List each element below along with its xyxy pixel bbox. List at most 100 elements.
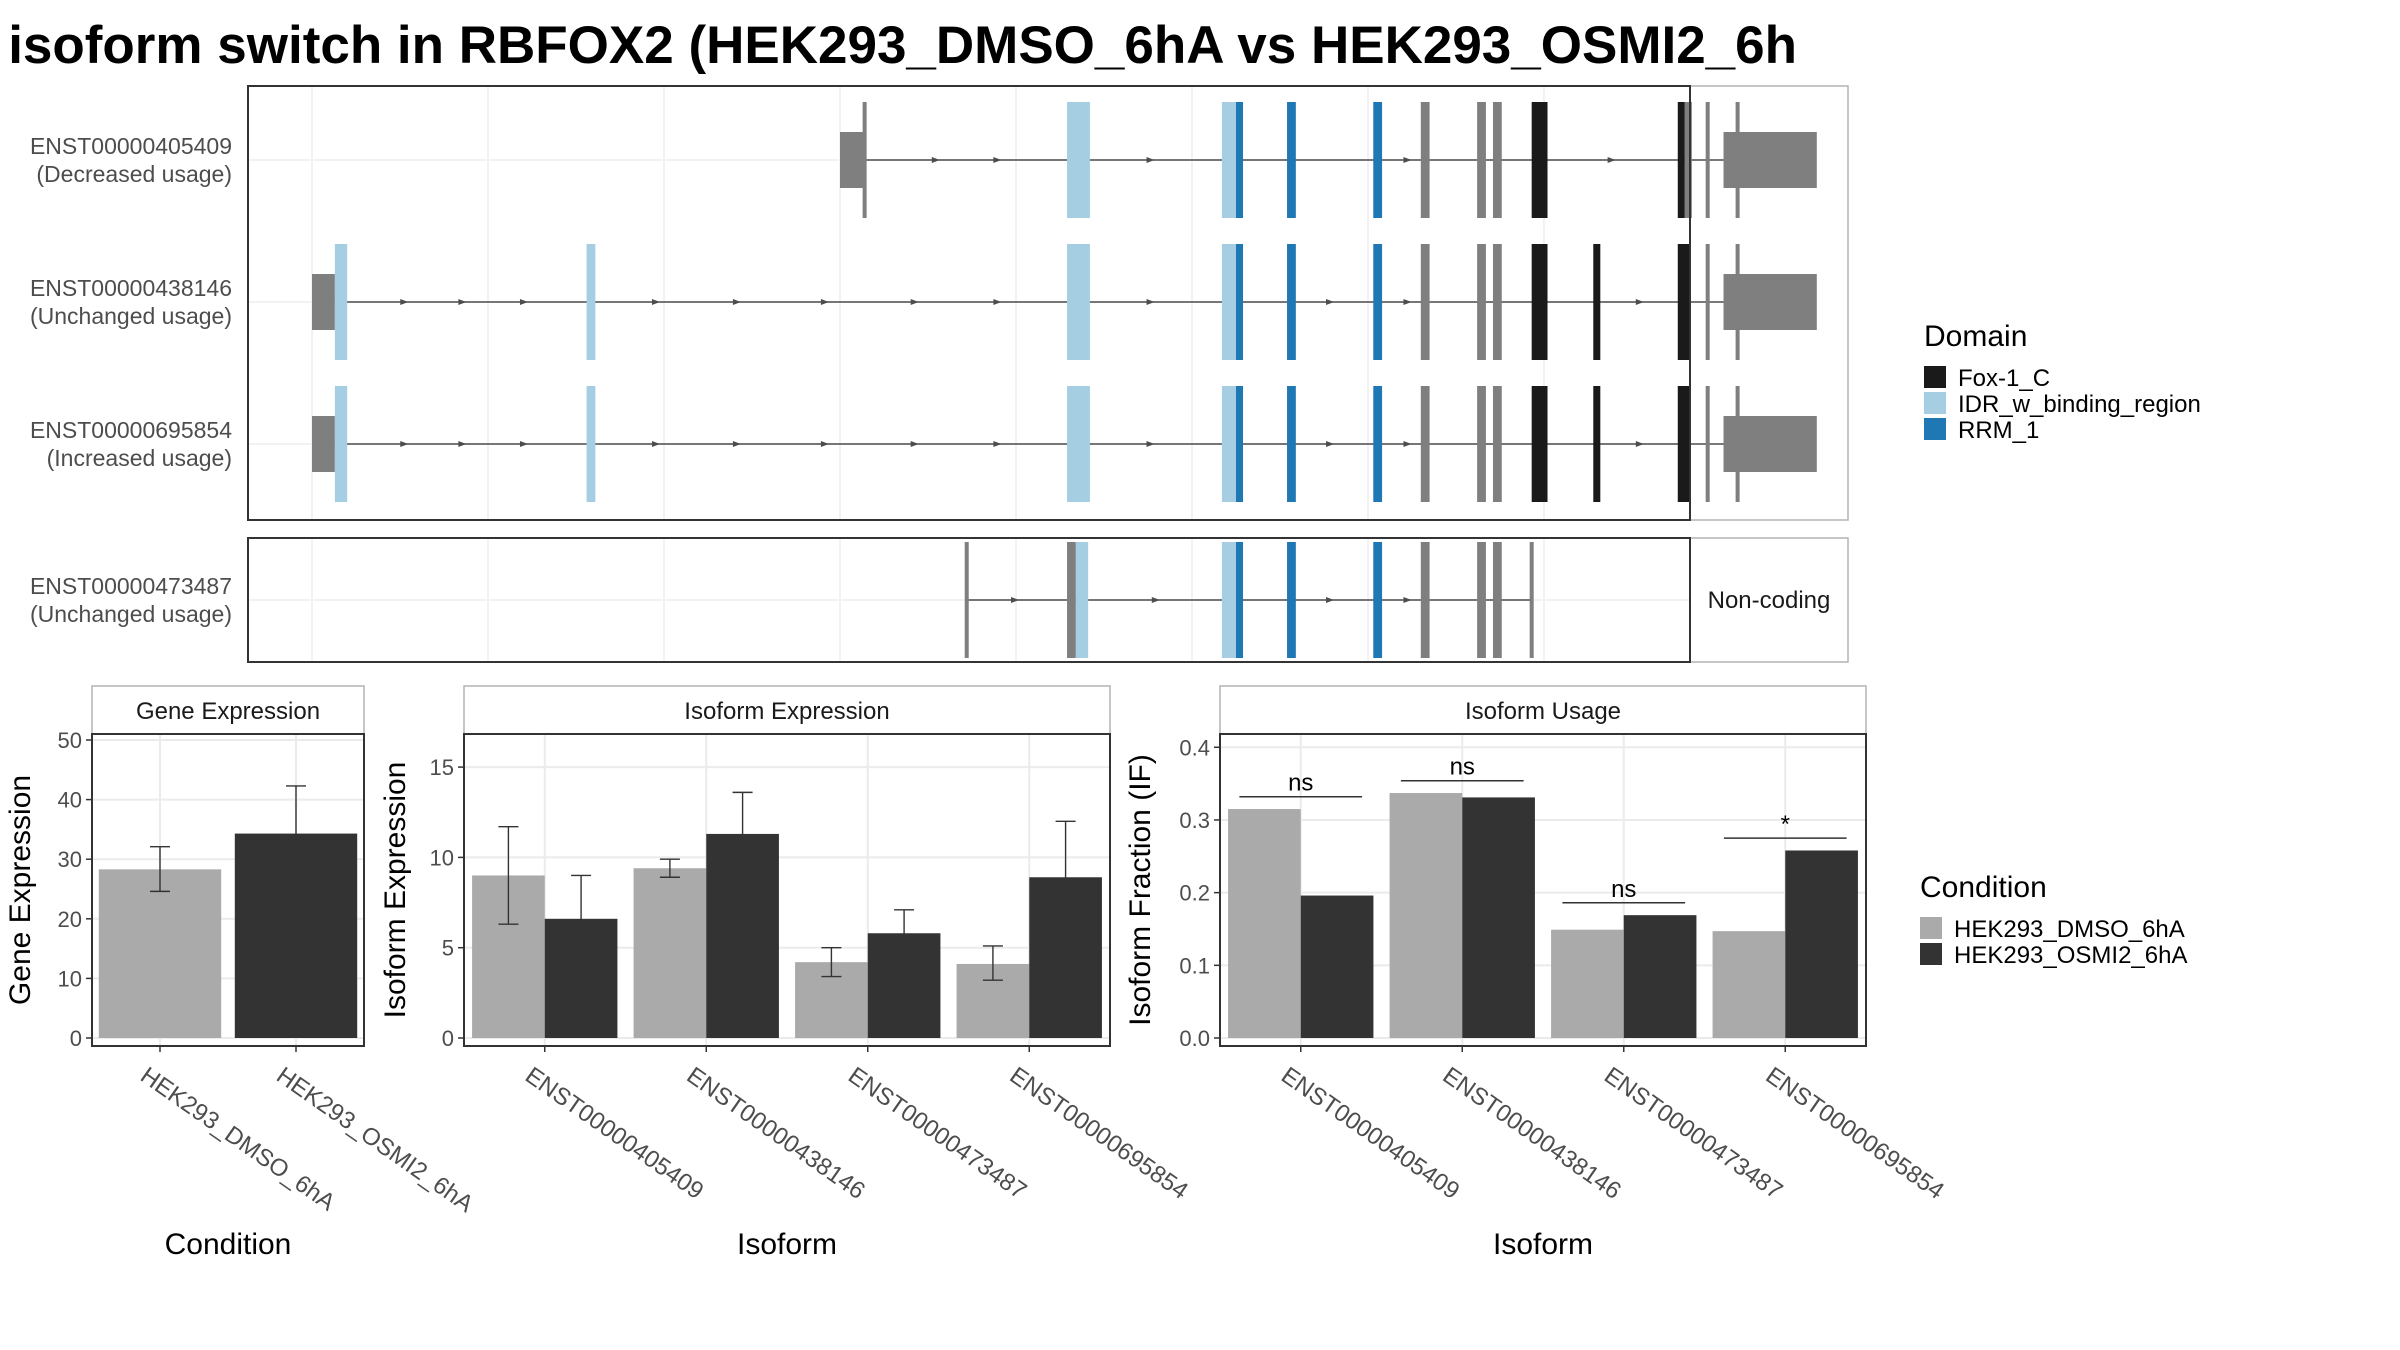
chart-panel-border xyxy=(91,733,365,1047)
chart-title: e isoform switch in RBFOX2 (HEK293_DMSO_… xyxy=(0,6,1872,86)
legend-condition-swatch xyxy=(1920,943,1942,965)
legend-condition-label: HEK293_OSMI2_6hA xyxy=(1954,942,2187,969)
transcript-ENST00000473487: ENST00000473487(Unchanged usage) xyxy=(30,542,1534,658)
y-axis-title: Gene Expression xyxy=(4,775,37,1005)
exon-idr_w_binding_region xyxy=(334,386,348,502)
exon-utr xyxy=(1067,542,1076,658)
bar xyxy=(98,869,222,1038)
y-tick-label: 40 xyxy=(58,788,82,813)
intron-arrow xyxy=(458,299,467,305)
intron-arrow xyxy=(1011,597,1019,603)
intron-arrow xyxy=(651,441,660,447)
legend-condition-swatch xyxy=(1920,917,1942,939)
exon-utr xyxy=(1477,542,1486,658)
exon-utr xyxy=(1492,244,1502,360)
x-tick-label: ENST00000438146 xyxy=(682,1062,870,1205)
exon-idr_w_binding_region xyxy=(1221,102,1236,218)
intron-arrow xyxy=(910,299,919,305)
y-tick-label: 15 xyxy=(430,755,454,780)
exon-utr xyxy=(1477,386,1486,502)
bar xyxy=(1551,929,1624,1038)
intron-arrow xyxy=(820,299,829,305)
chart-strip-title: Isoform Usage xyxy=(1465,698,1621,725)
significance-label: ns xyxy=(1288,770,1313,797)
intron-arrow xyxy=(1607,157,1616,163)
intron-arrow xyxy=(732,441,741,447)
x-tick-label: ENST00000473487 xyxy=(1599,1062,1787,1205)
y-tick-label: 0 xyxy=(442,1026,454,1051)
bar xyxy=(1228,809,1301,1038)
significance-label: ns xyxy=(1611,876,1636,903)
intron-arrow xyxy=(931,157,940,163)
intron-arrow xyxy=(1146,299,1155,305)
y-tick-label: 0.4 xyxy=(1179,735,1210,760)
exon-utr xyxy=(1420,102,1430,218)
structure-panel-coding: Coding xyxy=(248,85,1849,521)
exon-rrm_1 xyxy=(1373,102,1383,218)
transcript-usage-label: (Unchanged usage) xyxy=(30,601,232,627)
y-tick-label: 0 xyxy=(70,1026,82,1051)
intron-arrow xyxy=(1326,441,1335,447)
y-tick-label: 10 xyxy=(430,845,454,870)
transcript-ENST00000438146: ENST00000438146(Unchanged usage) xyxy=(30,244,1817,360)
exon-rrm_1 xyxy=(1287,542,1296,658)
exon-utr xyxy=(1477,102,1486,218)
legend-domain-label: IDR_w_binding_region xyxy=(1958,391,2201,418)
y-tick-label: 0.2 xyxy=(1179,881,1210,906)
intron-arrow xyxy=(993,299,1002,305)
exon-fox-1_c xyxy=(1677,386,1691,502)
exon-idr_w_binding_region xyxy=(1067,102,1090,218)
legend-condition-title: Condition xyxy=(1920,871,2047,904)
exon-idr_w_binding_region xyxy=(1067,244,1090,360)
exon-tick xyxy=(1735,102,1740,218)
chart-strip-title: Gene Expression xyxy=(136,698,320,725)
exon-fox-1_c xyxy=(1677,102,1685,218)
exon-tick xyxy=(1705,244,1710,360)
legend-domain-label: RRM_1 xyxy=(1958,417,2039,444)
x-tick-label: ENST00000405409 xyxy=(1276,1062,1464,1205)
transcript-usage-label: (Decreased usage) xyxy=(36,161,232,187)
exon-tick xyxy=(862,102,867,218)
y-axis-title: Isoform Expression xyxy=(379,762,412,1019)
intron-arrow xyxy=(400,299,409,305)
exon-tick xyxy=(1735,386,1740,502)
intron-arrow xyxy=(910,441,919,447)
intron-arrow xyxy=(993,157,1002,163)
transcript-id-label: ENST00000438146 xyxy=(30,275,232,301)
utr-block xyxy=(312,274,335,330)
exon-idr_w_binding_region xyxy=(586,244,596,360)
y-tick-label: 0.3 xyxy=(1179,808,1210,833)
x-axis-title: Isoform xyxy=(1493,1228,1593,1261)
intron-arrow xyxy=(1635,299,1644,305)
exon-rrm_1 xyxy=(1373,244,1383,360)
x-tick-label: ENST00000695854 xyxy=(1005,1062,1193,1205)
intron-arrow xyxy=(1326,597,1335,603)
structure-panel-border xyxy=(247,537,1691,663)
exon-utr xyxy=(1420,386,1430,502)
exon-tick xyxy=(1705,102,1710,218)
chart-panel-border xyxy=(463,733,1111,1047)
x-axis-title: Condition xyxy=(165,1228,292,1261)
intron-arrow xyxy=(1326,299,1335,305)
legend-domain-swatch xyxy=(1924,418,1946,440)
intron-arrow xyxy=(993,441,1002,447)
y-tick-label: 50 xyxy=(58,728,82,753)
chart-strip xyxy=(1219,685,1867,735)
exon-idr_w_binding_region xyxy=(1221,542,1236,658)
chart-strip-title: Isoform Expression xyxy=(684,698,889,725)
exon-tick xyxy=(1529,542,1534,658)
exon-idr_w_binding_region xyxy=(1221,244,1236,360)
transcript-usage-label: (Unchanged usage) xyxy=(30,303,232,329)
significance-label: * xyxy=(1781,811,1790,838)
exon-rrm_1 xyxy=(1287,244,1296,360)
intron-arrow xyxy=(1146,157,1155,163)
y-axis-title: Isoform Fraction (IF) xyxy=(1124,754,1157,1026)
exon-fox-1_c xyxy=(1593,244,1601,360)
exon-idr_w_binding_region xyxy=(1067,386,1090,502)
legend-domain-swatch xyxy=(1924,366,1946,388)
exon-idr_w_binding_region xyxy=(1075,542,1089,658)
intron-arrow xyxy=(1151,597,1160,603)
chart-panel-border xyxy=(1219,733,1867,1047)
utr-block xyxy=(840,132,865,188)
